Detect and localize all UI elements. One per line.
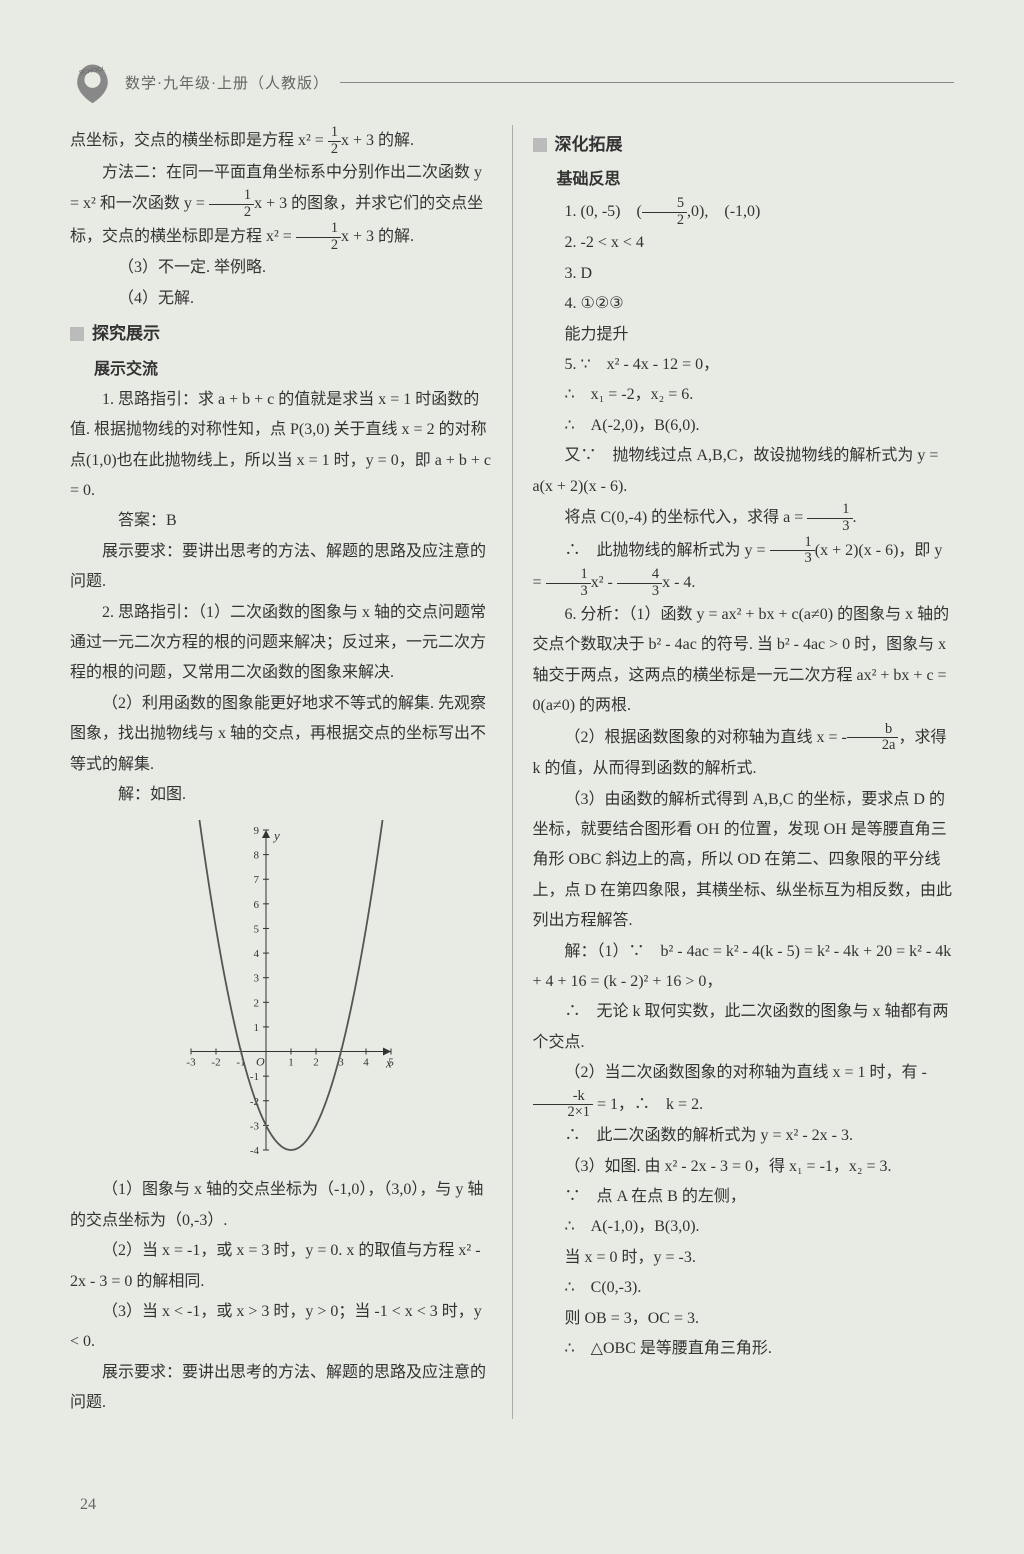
svg-text:O: O (256, 1055, 265, 1069)
body-text: 点坐标，交点的横坐标即是方程 x² = 12x + 3 的解. (70, 125, 492, 158)
body-text: （3）当 x < -1，或 x > 3 时，y > 0；当 -1 < x < 3… (70, 1297, 492, 1358)
body-text: 又∵ 抛物线过点 A,B,C，故设抛物线的解析式为 y = a(x + 2)(x… (533, 441, 955, 502)
section-title-deepen: 深化拓展 (533, 129, 955, 161)
svg-text:x: x (385, 1056, 392, 1071)
svg-text:9: 9 (253, 825, 259, 837)
body-text: 展示要求：要讲出思考的方法、解题的思路及应注意的问题. (70, 1358, 492, 1419)
subsection-title: 基础反思 (557, 165, 955, 195)
body-text: （3）由函数的解析式得到 A,B,C 的坐标，要求点 D 的坐标，就要结合图形看… (533, 785, 955, 937)
body-text: （2）当二次函数图象的对称轴为直线 x = 1 时，有 --k2×1 = 1，∴… (533, 1058, 955, 1121)
body-text: 1. 思路指引：求 a + b + c 的值就是求当 x = 1 时函数的值. … (70, 385, 492, 507)
school-logo-icon: SCHOOL (70, 60, 115, 105)
section-marker-icon (70, 327, 84, 341)
column-divider (512, 125, 513, 1419)
right-column: 深化拓展 基础反思 1. (0, -5) (52,0), (-1,0) 2. -… (533, 125, 955, 1419)
svg-text:-3: -3 (250, 1121, 260, 1133)
body-text: 将点 C(0,-4) 的坐标代入，求得 a = 13. (533, 502, 955, 535)
body-text: （2）利用函数的图象能更好地求不等式的解集. 先观察图象，找出抛物线与 x 轴的… (70, 689, 492, 780)
body-text: （3）不一定. 举例略. (70, 253, 492, 283)
body-text: 6. 分析：（1）函数 y = ax² + bx + c(a≠0) 的图象与 x… (533, 600, 955, 722)
header-rule (340, 82, 954, 83)
svg-text:-2: -2 (211, 1057, 220, 1069)
body-text: （4）无解. (70, 284, 492, 314)
left-column: 点坐标，交点的横坐标即是方程 x² = 12x + 3 的解. 方法二：在同一平… (70, 125, 492, 1419)
body-text: （2）根据函数图象的对称轴为直线 x = -b2a，求得 k 的值，从而得到函数… (533, 722, 955, 785)
body-text: ∴ x₁ = -2，x₂ = 6. (533, 380, 955, 410)
body-text: （3）如图. 由 x² - 2x - 3 = 0，得 x₁ = -1，x₂ = … (533, 1152, 955, 1182)
body-text: 当 x = 0 时，y = -3. (533, 1243, 955, 1273)
body-text: 1. (0, -5) (52,0), (-1,0) (533, 196, 955, 229)
body-text: 展示要求：要讲出思考的方法、解题的思路及应注意的问题. (70, 537, 492, 598)
svg-text:-1: -1 (250, 1072, 259, 1084)
svg-text:4: 4 (253, 948, 259, 960)
body-text: 4. ①②③ (533, 289, 955, 319)
body-text: 则 OB = 3，OC = 3. (533, 1304, 955, 1334)
body-text: ∴ A(-1,0)，B(3,0). (533, 1212, 955, 1242)
svg-text:3: 3 (253, 973, 259, 985)
section-title-label: 探究展示 (92, 318, 160, 350)
body-text: （2）当 x = -1，或 x = 3 时，y = 0. x 的取值与方程 x²… (70, 1236, 492, 1297)
header-title: 数学·九年级·上册（人教版） (125, 72, 330, 93)
body-text: ∴ △OBC 是等腰直角三角形. (533, 1334, 955, 1364)
section-title-label: 深化拓展 (555, 129, 623, 161)
body-text: ∴ C(0,-3). (533, 1273, 955, 1303)
body-text: 5. ∵ x² - 4x - 12 = 0， (533, 350, 955, 380)
section-marker-icon (533, 138, 547, 152)
body-text: （1）图象与 x 轴的交点坐标为（-1,0），（3,0），与 y 轴的交点坐标为… (70, 1175, 492, 1236)
svg-text:4: 4 (363, 1057, 369, 1069)
svg-text:-4: -4 (250, 1145, 260, 1157)
body-text: ∴ 此二次函数的解析式为 y = x² - 2x - 3. (533, 1121, 955, 1151)
svg-text:5: 5 (253, 924, 259, 936)
subsection-title: 能力提升 (533, 320, 955, 350)
body-text: 3. D (533, 259, 955, 289)
parabola-chart: -3-2-112345123456789-1-2-3-4Oxy (70, 820, 492, 1160)
svg-text:y: y (272, 828, 280, 843)
body-text: 方法二：在同一平面直角坐标系中分别作出二次函数 y = x² 和一次函数 y =… (70, 158, 492, 254)
svg-text:1: 1 (253, 1022, 259, 1034)
svg-text:2: 2 (253, 998, 259, 1010)
answer-text: 答案：B (70, 506, 492, 536)
page-header: SCHOOL 数学·九年级·上册（人教版） (70, 60, 954, 105)
section-title-explore: 探究展示 (70, 318, 492, 350)
svg-text:2: 2 (313, 1057, 319, 1069)
subsection-title: 展示交流 (94, 355, 492, 385)
body-text: ∴ A(-2,0)，B(6,0). (533, 411, 955, 441)
body-text: ∴ 此抛物线的解析式为 y = 13(x + 2)(x - 6)，即 y = 1… (533, 535, 955, 600)
body-text: ∵ 点 A 在点 B 的左侧， (533, 1182, 955, 1212)
svg-text:8: 8 (253, 850, 259, 862)
page-number: 24 (80, 1496, 96, 1514)
body-text: 解：（1）∵ b² - 4ac = k² - 4(k - 5) = k² - 4… (533, 937, 955, 998)
body-text: ∴ 无论 k 取何实数，此二次函数的图象与 x 轴都有两个交点. (533, 997, 955, 1058)
body-text: 2. 思路指引：（1）二次函数的图象与 x 轴的交点问题常通过一元二次方程的根的… (70, 598, 492, 689)
svg-text:6: 6 (253, 899, 259, 911)
svg-text:7: 7 (253, 875, 259, 887)
body-text: 解：如图. (70, 780, 492, 810)
body-text: 2. -2 < x < 4 (533, 228, 955, 258)
svg-text:-3: -3 (186, 1057, 196, 1069)
svg-text:1: 1 (288, 1057, 294, 1069)
